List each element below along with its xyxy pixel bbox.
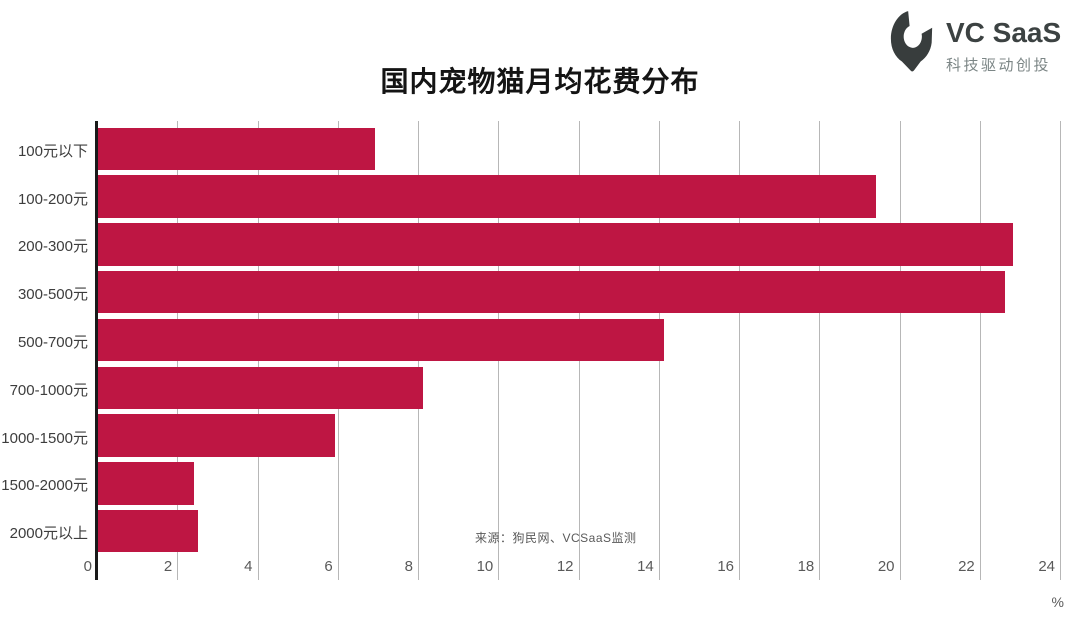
vc-saas-pin-icon — [890, 11, 933, 72]
x-axis-unit-label: % — [1051, 594, 1064, 610]
category-label: 1500-2000元 — [1, 477, 88, 495]
x-tick-label: 12 — [556, 558, 574, 575]
category-label: 100-200元 — [17, 190, 88, 208]
x-tick-label: 22 — [958, 558, 975, 575]
source-note: 来源：狗民网、VCSaaS监测 — [475, 531, 637, 545]
x-tick-label: 2 — [163, 558, 173, 575]
category-label: 200-300元 — [17, 238, 88, 256]
x-tick-label: 6 — [324, 558, 333, 575]
x-tick-label: 18 — [797, 558, 815, 575]
y-axis-line — [95, 121, 98, 580]
bar-500-700元 — [98, 318, 664, 362]
brand-tagline: 科技驱动创投 — [946, 57, 1052, 74]
brand-name: VC SaaS — [946, 17, 1062, 48]
bar-100-200元 — [98, 175, 877, 218]
x-tick-label: 14 — [637, 558, 654, 575]
x-tick-label: 24 — [1038, 558, 1055, 575]
category-label: 2000元以上 — [9, 525, 88, 543]
bar-1000-1500元 — [98, 414, 335, 457]
brand-logo: VC SaaS 科技驱动创投 — [888, 8, 1068, 80]
x-tick-label: 16 — [717, 558, 734, 575]
category-label: 1000-1500元 — [1, 429, 88, 447]
category-label: 700-1000元 — [9, 381, 88, 399]
bar-200-300元 — [98, 223, 1013, 266]
bar-300-500元 — [98, 270, 1005, 314]
x-tick-label: 8 — [404, 558, 413, 575]
category-label: 300-500元 — [17, 286, 88, 304]
x-tick-label: 4 — [244, 558, 253, 575]
bar-700-1000元 — [98, 366, 423, 409]
bar-1500-2000元 — [98, 462, 195, 505]
chart-title: 国内宠物猫月均花费分布 — [380, 66, 700, 97]
brand-text-block: VC SaaS 科技驱动创投 — [946, 8, 1061, 75]
category-label: 100元以下 — [17, 142, 88, 160]
category-label: 500-700元 — [17, 333, 88, 351]
gridline — [899, 121, 901, 580]
bar-2000元以上 — [98, 509, 199, 553]
x-tick-label: 0 — [83, 558, 92, 575]
gridline — [819, 121, 821, 580]
gridline — [739, 121, 740, 580]
x-tick-label: 10 — [476, 558, 494, 575]
gridline — [1060, 121, 1061, 580]
gridline — [979, 121, 981, 580]
bar-100元以下 — [98, 127, 375, 170]
x-tick-label: 20 — [877, 558, 895, 575]
